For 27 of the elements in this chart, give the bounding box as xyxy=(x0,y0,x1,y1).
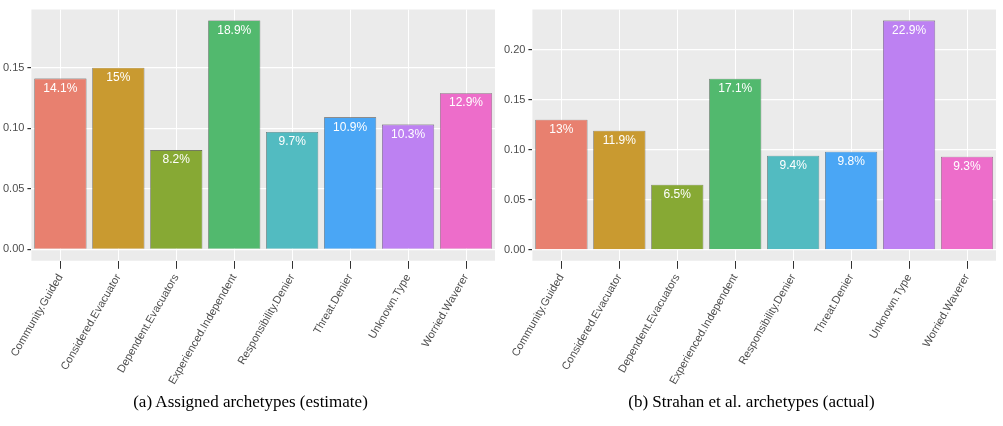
y-tick-label: 0.15 xyxy=(2,60,25,73)
y-tick-label: 0.15 xyxy=(503,92,526,105)
data-label: 17.1% xyxy=(718,80,753,95)
text: (b) Strahan et al. archetypes (actual) xyxy=(627,392,876,412)
y-tick-label: 0.10 xyxy=(2,121,25,134)
data-label: 10.9% xyxy=(333,119,368,134)
data-label: 10.3% xyxy=(391,126,426,141)
data-label: 8.2% xyxy=(162,152,191,167)
y-tick-label: 0.05 xyxy=(503,192,526,205)
data-label: 11.9% xyxy=(602,133,637,148)
data-label: 12.9% xyxy=(449,95,484,110)
y-tick-label: 0.00 xyxy=(2,242,25,255)
data-label: 6.5% xyxy=(663,187,692,202)
y-tick-label: 0.10 xyxy=(503,142,526,155)
y-tick-label: 0.05 xyxy=(2,181,25,194)
data-label: 15% xyxy=(106,70,131,85)
data-label: 22.9% xyxy=(892,22,927,37)
data-label: 9.7% xyxy=(278,134,307,149)
data-label: 18.9% xyxy=(217,22,252,37)
data-label: 9.3% xyxy=(953,159,982,174)
y-tick-label: 0.20 xyxy=(503,42,526,55)
text: (a) Assigned archetypes (estimate) xyxy=(132,392,369,412)
data-label: 14.1% xyxy=(43,80,78,95)
y-tick-label: 0.00 xyxy=(503,242,526,255)
data-label: 9.8% xyxy=(837,154,866,169)
data-label: 13% xyxy=(549,122,574,137)
data-label: 9.4% xyxy=(779,158,808,173)
